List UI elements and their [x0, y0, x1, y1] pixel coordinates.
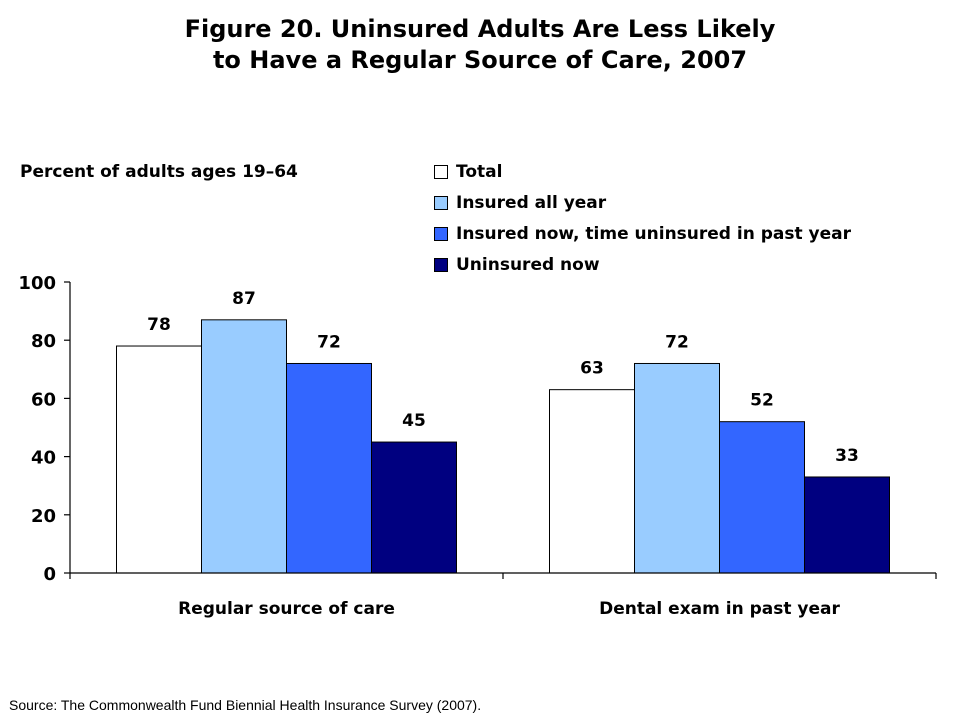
bar-insured-now-time-uninsured-in-past-year-dental-exam-in-past-year — [719, 421, 805, 574]
y-tick-label-40: 40 — [31, 448, 56, 469]
source-note: Source: The Commonwealth Fund Biennial H… — [9, 697, 482, 713]
data-label-uninsured-now-regular-source-of-care: 45 — [402, 411, 426, 431]
data-label-uninsured-now-dental-exam-in-past-year: 33 — [835, 446, 859, 466]
y-tick-label-100: 100 — [18, 273, 56, 294]
data-label-insured-now-time-uninsured-in-past-year-dental-exam-in-past-year: 52 — [750, 391, 774, 411]
bar-insured-all-year-dental-exam-in-past-year — [634, 362, 720, 574]
legend-swatch-insured-now-time-uninsured — [434, 227, 448, 241]
data-label-insured-all-year-dental-exam-in-past-year: 72 — [665, 332, 689, 352]
y-axis-label: Percent of adults ages 19–64 — [20, 162, 298, 182]
category-label-regular-source-of-care: Regular source of care — [178, 599, 395, 619]
bar-insured-all-year-regular-source-of-care — [201, 319, 287, 574]
data-label-total-dental-exam-in-past-year: 63 — [580, 359, 604, 379]
chart-title-line-2: to Have a Regular Source of Care, 2007 — [212, 46, 748, 74]
bar-total-dental-exam-in-past-year — [549, 389, 635, 574]
category-label-dental-exam-in-past-year: Dental exam in past year — [599, 599, 840, 619]
bar-insured-now-time-uninsured-in-past-year-regular-source-of-care — [286, 362, 372, 574]
bar-uninsured-now-regular-source-of-care — [371, 441, 457, 574]
y-tick-label-60: 60 — [31, 389, 56, 410]
chart-title: Figure 20. Uninsured Adults Are Less Lik… — [0, 14, 960, 76]
y-tick-label-20: 20 — [31, 506, 56, 527]
legend-swatch-uninsured-now — [434, 258, 448, 272]
y-tick-label-80: 80 — [31, 331, 56, 352]
legend-label-insured-now-time-uninsured: Insured now, time uninsured in past year — [456, 224, 852, 244]
legend-label-insured-all-year: Insured all year — [456, 193, 607, 213]
bar-total-regular-source-of-care — [116, 345, 202, 574]
chart-title-line-1: Figure 20. Uninsured Adults Are Less Lik… — [184, 15, 776, 43]
data-label-total-regular-source-of-care: 78 — [147, 315, 171, 335]
legend-label-uninsured-now: Uninsured now — [456, 255, 600, 275]
bar-uninsured-now-dental-exam-in-past-year — [804, 476, 890, 574]
legend-label-total: Total — [456, 162, 503, 182]
y-tick-label-0: 0 — [43, 564, 56, 585]
legend-swatch-insured-all-year — [434, 196, 448, 210]
legend-swatch-total — [434, 165, 448, 179]
data-label-insured-all-year-regular-source-of-care: 87 — [232, 289, 256, 309]
data-label-insured-now-time-uninsured-in-past-year-regular-source-of-care: 72 — [317, 332, 341, 352]
